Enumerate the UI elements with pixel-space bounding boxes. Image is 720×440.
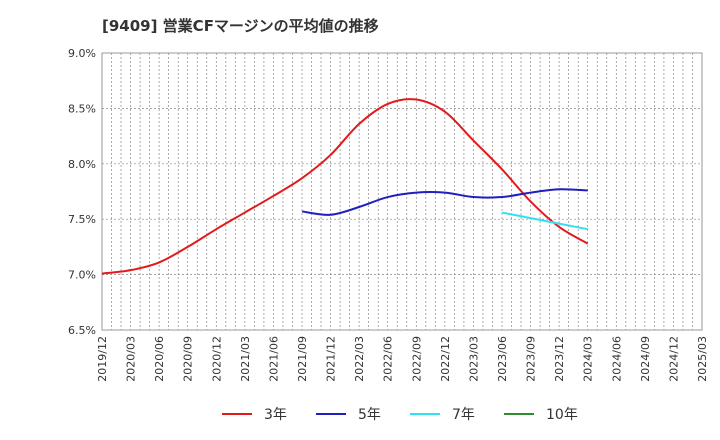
x-tick-label: 2023/03: [467, 336, 480, 382]
y-tick-label: 6.5%: [68, 324, 96, 337]
series-layer: [101, 98, 589, 275]
x-axis: 2019/12 2020/03 2020/06 2020/09 2020/12 2021/…: [96, 336, 709, 382]
y-tick-label: 8.0%: [68, 158, 96, 171]
plot-area: [101, 52, 703, 331]
x-tick-label: 2023/09: [525, 336, 538, 382]
x-tick-label: 2023/06: [496, 336, 509, 382]
x-tick-label: 2021/12: [325, 336, 338, 382]
legend-label: 7年: [452, 407, 475, 423]
x-tick-label: 2020/06: [153, 336, 166, 382]
y-tick-label: 7.5%: [68, 213, 96, 226]
legend: 3年 5年 7年 10年: [222, 407, 578, 423]
y-tick-label: 8.5%: [68, 102, 96, 115]
x-tick-label: 2020/03: [125, 336, 138, 382]
x-tick-label: 2024/06: [610, 336, 623, 382]
x-tick-label: 2021/06: [267, 336, 280, 382]
x-tick-label: 2021/03: [239, 336, 252, 382]
x-tick-label: 2022/03: [353, 336, 366, 382]
x-tick-label: 2025/03: [696, 336, 709, 382]
y-axis: 6.5% 7.0% 7.5% 8.0% 8.5% 9.0%: [68, 47, 96, 337]
legend-label: 5年: [358, 407, 381, 423]
series-line-2: [301, 188, 588, 216]
y-tick-label: 9.0%: [68, 47, 96, 60]
legend-label: 3年: [264, 407, 287, 423]
x-tick-label: 2020/09: [182, 336, 195, 382]
chart-title: [9409] 営業CFマージンの平均値の推移: [102, 17, 379, 35]
y-tick-label: 7.0%: [68, 269, 96, 282]
series-line-3: [501, 211, 588, 231]
x-tick-label: 2019/12: [96, 336, 109, 382]
x-tick-label: 2022/09: [410, 336, 423, 382]
x-tick-label: 2024/09: [639, 336, 652, 382]
grid: [102, 53, 702, 330]
series-line-1: [101, 98, 589, 275]
legend-label: 10年: [546, 407, 578, 423]
x-tick-label: 2021/09: [296, 336, 309, 382]
x-tick-label: 2023/12: [553, 336, 566, 382]
x-tick-label: 2024/12: [667, 336, 680, 382]
x-tick-label: 2024/03: [582, 336, 595, 382]
x-tick-label: 2020/12: [210, 336, 223, 382]
x-tick-label: 2022/12: [439, 336, 452, 382]
x-tick-label: 2022/06: [382, 336, 395, 382]
